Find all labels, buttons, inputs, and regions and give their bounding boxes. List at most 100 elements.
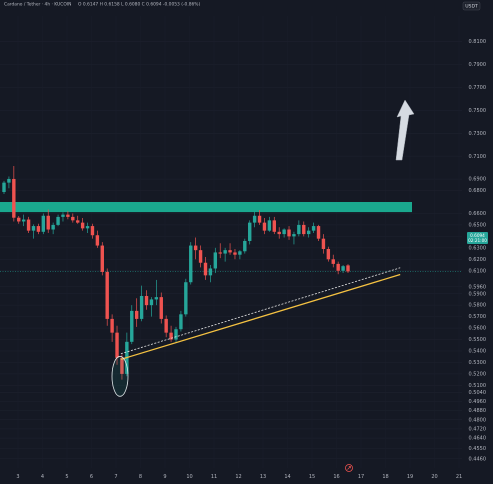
candle-body (179, 314, 183, 330)
candle-body (213, 252, 218, 269)
candle-body (218, 252, 222, 254)
y-tick-label: 0.6600 (469, 211, 487, 217)
x-tick-label: 7 (114, 474, 117, 480)
y-tick-label: 0.4880 (469, 408, 487, 414)
trendlines (120, 267, 401, 360)
candle-body (46, 215, 50, 230)
time-axis[interactable]: 3 4 5 6 7 8 9 10 11 12 13 14 15 16 17 18 19 20 21 (16, 474, 462, 480)
candle-body (115, 332, 119, 358)
candle-body (12, 178, 16, 218)
legend-title: Cardano / Tether · 4h · KUCOIN (4, 2, 71, 8)
candle-body (164, 318, 168, 333)
y-tick-label: 0.6500 (469, 223, 487, 229)
y-tick-label: 0.4720 (469, 427, 487, 433)
candle-body (85, 226, 90, 229)
y-tick-label: 0.6900 (469, 177, 487, 183)
candle-body (66, 214, 70, 217)
y-tick-label: 0.7900 (469, 62, 487, 68)
candle-body (90, 226, 95, 236)
resistance-zone-band (0, 202, 412, 213)
y-tick-label: 0.4640 (469, 436, 487, 442)
candle-body (26, 219, 31, 231)
y-tick-label: 0.5100 (469, 383, 487, 389)
candle-body (51, 224, 55, 230)
bottom-ellipse (111, 355, 129, 397)
x-tick-label: 18 (382, 474, 388, 480)
x-tick-label: 11 (211, 474, 217, 480)
y-tick-label: 0.7500 (469, 108, 487, 114)
legend-ohlc: O 0.6147 H 0.6158 L 0.6080 C 0.6094 -0.0… (78, 2, 200, 8)
candle-body (130, 310, 134, 342)
candle-body (21, 219, 26, 222)
candle-body (17, 217, 21, 222)
candle-body (184, 282, 188, 315)
price-axis[interactable]: 0.8100 0.7900 0.7700 0.7500 0.7300 0.7100 0.69… (469, 39, 487, 462)
candle-body (336, 263, 340, 271)
y-tick-label: 0.6200 (469, 257, 487, 263)
x-tick-label: 5 (65, 474, 68, 480)
rising-trendline (120, 273, 401, 360)
candle-body (346, 265, 350, 272)
candle-body (36, 226, 41, 232)
candle-body (316, 226, 321, 239)
y-tick-label: 0.4550 (469, 446, 487, 452)
candle-body (105, 271, 109, 319)
candle-body (252, 215, 257, 223)
candle-body (31, 226, 36, 231)
candle-body (223, 250, 227, 254)
y-tick-label: 0.5960 (469, 284, 487, 290)
y-tick-label: 0.6800 (469, 188, 487, 194)
currency-button[interactable] (462, 1, 481, 11)
y-tick-label: 0.7700 (469, 85, 487, 91)
candle-body (272, 220, 276, 232)
candle-body (267, 220, 272, 231)
y-tick-label: 0.4460 (469, 456, 487, 462)
candle-body (80, 222, 85, 229)
candle-body (149, 299, 154, 306)
x-tick-label: 17 (358, 474, 364, 480)
candle-body (331, 259, 335, 264)
x-tick-label: 8 (139, 474, 142, 480)
candle-body (306, 230, 311, 235)
tradingview-logo-icon[interactable] (345, 464, 353, 472)
x-tick-label: 6 (90, 474, 93, 480)
y-tick-label: 0.5900 (469, 291, 487, 297)
y-tick-label: 0.5300 (469, 360, 487, 366)
candle-body (233, 252, 237, 255)
candle-body (144, 295, 149, 306)
y-tick-label: 0.6300 (469, 245, 487, 251)
candles (2, 166, 350, 380)
y-tick-label: 0.5600 (469, 326, 487, 332)
candle-body (248, 222, 252, 241)
candle-body (321, 238, 326, 249)
y-tick-label: 0.5040 (469, 390, 487, 396)
last-price-countdown: 02:21:00 (468, 238, 487, 243)
candle-body (198, 250, 203, 263)
resistance-zone (0, 202, 412, 213)
y-tick-label: 0.6100 (469, 268, 487, 274)
candle-body (174, 329, 178, 340)
x-tick-label: 21 (456, 474, 462, 480)
candle-body (76, 220, 80, 223)
y-tick-label: 0.5800 (469, 303, 487, 309)
x-tick-label: 15 (309, 474, 315, 480)
candle-body (169, 332, 173, 340)
x-tick-label: 3 (16, 474, 19, 480)
x-tick-label: 14 (284, 474, 290, 480)
x-tick-label: 9 (163, 474, 166, 480)
candle-body (41, 215, 46, 232)
y-tick-label: 0.7100 (469, 154, 487, 160)
candle-body (277, 231, 281, 235)
candle-body (7, 178, 11, 183)
candle-body (100, 245, 104, 272)
candle-body (311, 226, 316, 231)
candle-body (262, 222, 267, 231)
currency-label: USDT (465, 4, 478, 10)
candle-body (110, 318, 114, 333)
y-tick-label: 0.4800 (469, 417, 487, 423)
candle-body (159, 297, 163, 319)
candle-body (292, 234, 296, 237)
candle-body (228, 250, 232, 253)
